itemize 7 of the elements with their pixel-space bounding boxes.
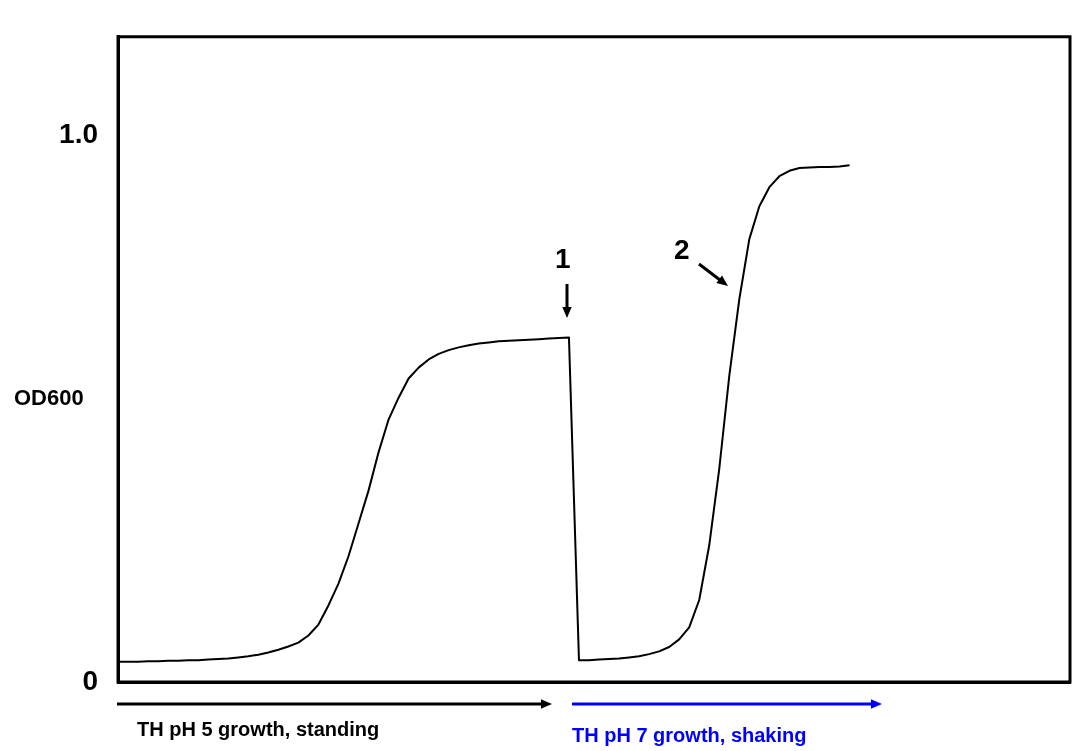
y-tick-label: 0 xyxy=(82,664,98,696)
text: TH pH 7 growth, shaking xyxy=(572,724,807,747)
annotation: 1 xyxy=(555,243,571,275)
y-axis-title: OD600 xyxy=(14,385,84,411)
annotation: 2 xyxy=(674,234,690,266)
text: TH pH 5 growth, standing xyxy=(137,718,380,741)
y-tick-label: 1.0 xyxy=(59,117,98,149)
